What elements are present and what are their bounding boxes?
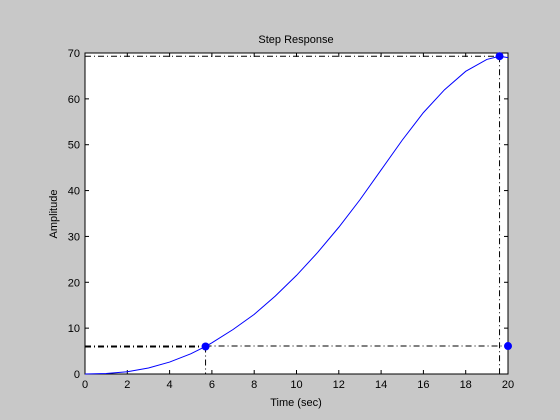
x-tick-label: 20 — [502, 379, 514, 391]
marker — [495, 52, 504, 61]
x-tick-label: 16 — [417, 379, 429, 391]
x-tick-label: 14 — [375, 379, 387, 391]
y-tick-label: 0 — [74, 369, 80, 381]
response-line — [84, 55, 509, 375]
marker — [201, 342, 210, 351]
plot-area — [85, 53, 508, 374]
y-tick-label: 70 — [68, 48, 80, 60]
x-tick-label: 10 — [290, 379, 302, 391]
x-tick-label: 8 — [251, 379, 257, 391]
y-tick-label: 30 — [68, 231, 80, 243]
marker — [504, 342, 512, 351]
y-axis-label: Amplitude — [48, 190, 60, 239]
y-tick-label: 40 — [68, 186, 80, 198]
x-tick-label: 2 — [124, 379, 130, 391]
y-tick-label: 10 — [68, 323, 80, 335]
x-tick-label: 0 — [82, 379, 88, 391]
x-tick-label: 6 — [209, 379, 215, 391]
y-tick-label: 50 — [68, 140, 80, 152]
axes-box — [84, 52, 509, 375]
x-tick-label: 12 — [333, 379, 345, 391]
x-axis-label: Time (sec) — [270, 397, 322, 409]
chart-title: Step Response — [258, 34, 333, 46]
y-tick-label: 60 — [68, 94, 80, 106]
x-tick-label: 4 — [167, 379, 173, 391]
x-tick-label: 18 — [460, 379, 472, 391]
y-tick-label: 20 — [68, 277, 80, 289]
